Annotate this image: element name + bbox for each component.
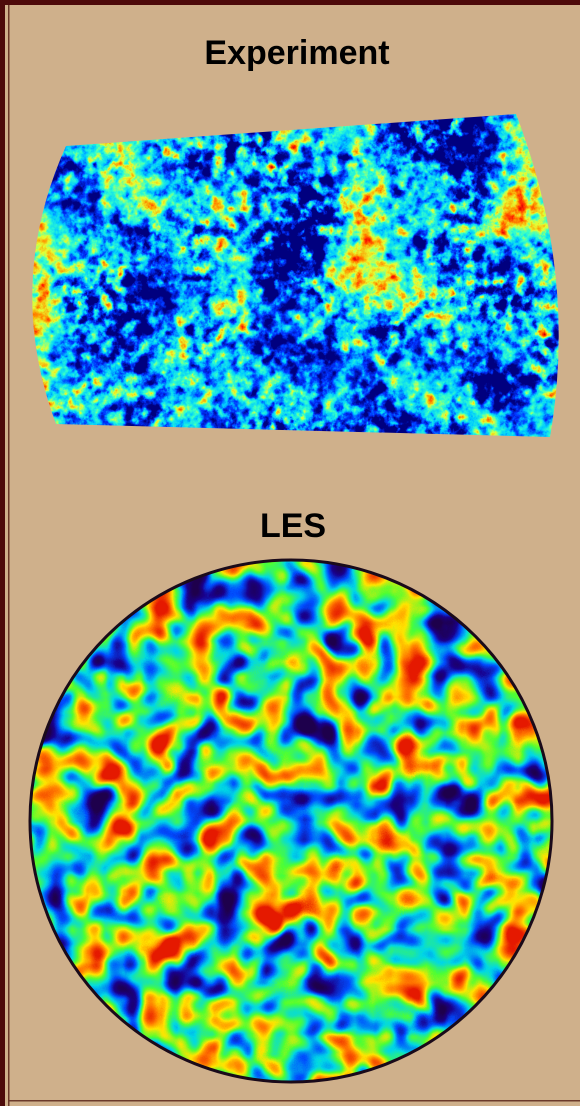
panel-title: Experiment — [204, 34, 389, 72]
frame-left — [0, 0, 5, 1106]
frame-inner — [8, 5, 10, 1106]
panel-title: LES — [260, 507, 326, 545]
experiment-field — [0, 110, 580, 440]
figure: Experiment LES — [0, 0, 580, 1106]
frame-top — [0, 0, 580, 5]
page: {"panels": [{"title": "Experiment"}, {"t… — [0, 0, 580, 1106]
experiment-image — [0, 110, 580, 440]
frame-bottom — [8, 1100, 580, 1102]
